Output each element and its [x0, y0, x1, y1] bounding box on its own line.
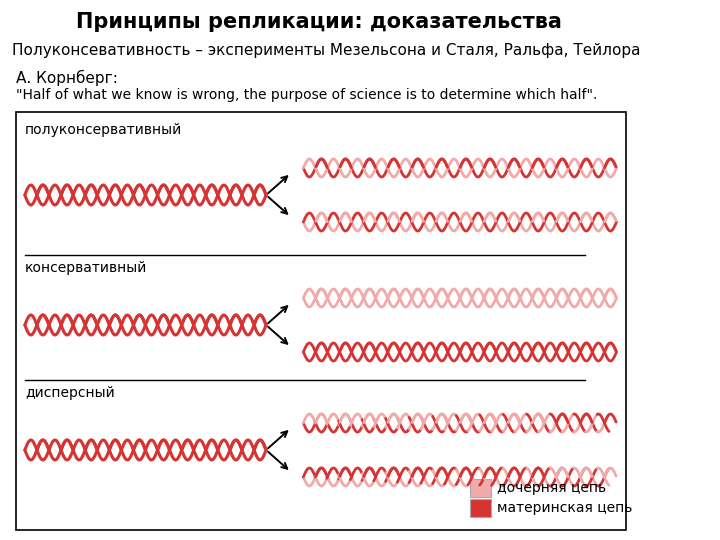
Text: "Half of what we know is wrong, the purpose of science is to determine which hal: "Half of what we know is wrong, the purp…: [16, 88, 598, 102]
Text: полуконсервативный: полуконсервативный: [24, 123, 182, 137]
Text: Принципы репликации: доказательства: Принципы репликации: доказательства: [76, 12, 562, 32]
Text: дочерняя цепь: дочерняя цепь: [497, 481, 606, 495]
Bar: [470, 479, 492, 497]
Bar: [470, 499, 492, 517]
Bar: [16, 112, 626, 530]
Text: консервативный: консервативный: [24, 261, 147, 275]
Text: А. Корнберг:: А. Корнберг:: [16, 70, 118, 86]
Text: Полуконсевативность – эксперименты Мезельсона и Сталя, Ральфа, Тейлора: Полуконсевативность – эксперименты Мезел…: [12, 43, 641, 57]
Text: дисперсный: дисперсный: [24, 386, 114, 400]
Text: материнская цепь: материнская цепь: [497, 501, 632, 515]
